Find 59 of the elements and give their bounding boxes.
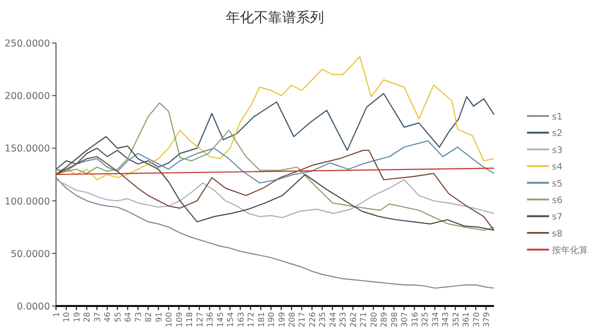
x-tick-label: 82 [144, 312, 154, 322]
x-tick-label: 154 [226, 312, 236, 328]
x-tick-label: 217 [298, 312, 307, 328]
x-tick-label: 1 [52, 312, 61, 318]
x-tick-label: 235 [318, 312, 328, 328]
y-tick-label: 0.0000 [16, 302, 50, 312]
x-tick-label: 118 [185, 312, 194, 328]
y-tick-label: 150.0000 [4, 144, 50, 155]
legend-label: s4 [552, 162, 563, 173]
x-tick-label: 163 [236, 312, 246, 328]
x-tick-label: 46 [103, 312, 112, 322]
x-tick-label: 352 [451, 312, 460, 328]
x-tick-label: 64 [124, 312, 133, 322]
y-tick-label: 250.0000 [4, 38, 50, 50]
chart-title: 年化不靠谱系列 [226, 10, 324, 26]
legend-label: s1 [552, 112, 562, 122]
x-tick-label: 109 [174, 312, 184, 328]
x-tick-label: 325 [420, 312, 430, 328]
x-tick-label: 370 [472, 312, 481, 328]
x-tick-label: 37 [92, 312, 102, 322]
x-tick-label: 190 [267, 312, 276, 328]
x-tick-label: 145 [216, 312, 225, 328]
x-tick-label: 208 [287, 312, 296, 328]
legend-label: 按年化算 [552, 245, 588, 256]
legend-label: s8 [552, 229, 563, 240]
x-tick-label: 343 [441, 312, 450, 328]
x-tick-label: 307 [400, 312, 410, 328]
x-tick-label: 19 [72, 312, 82, 322]
x-tick-label: 379 [482, 312, 492, 328]
x-tick-label: 55 [113, 312, 122, 322]
y-tick-label: 100.0000 [4, 196, 50, 208]
x-tick-label: 10 [62, 312, 72, 322]
x-tick-label: 316 [410, 312, 420, 328]
x-tick-label: 289 [380, 312, 389, 328]
y-tick-label: 200.0000 [4, 91, 50, 102]
x-tick-label: 199 [277, 312, 286, 328]
x-tick-label: 271 [359, 312, 368, 328]
x-tick-label: 91 [154, 312, 164, 322]
x-tick-label: 73 [134, 312, 143, 322]
x-tick-label: 226 [308, 312, 317, 328]
legend-label: s3 [552, 146, 562, 156]
x-tick-label: 100 [164, 312, 174, 328]
legend-label: s5 [552, 179, 562, 190]
x-tick-label: 280 [369, 312, 378, 328]
x-tick-label: 298 [390, 312, 399, 328]
legend-label: s6 [552, 196, 563, 206]
x-tick-label: 244 [328, 312, 338, 328]
x-tick-label: 253 [338, 312, 348, 328]
y-tick-label: 50.0000 [10, 248, 50, 260]
x-tick-label: 172 [246, 312, 256, 328]
x-tick-label: 334 [430, 312, 440, 328]
legend-label: s7 [552, 212, 562, 223]
x-tick-label: 136 [206, 312, 215, 328]
legend-label: s2 [552, 129, 562, 140]
x-tick-label: 181 [256, 312, 266, 328]
x-tick-label: 28 [82, 312, 92, 322]
x-tick-label: 361 [462, 312, 471, 328]
x-tick-label: 262 [348, 312, 358, 328]
x-tick-label: 127 [195, 312, 204, 328]
